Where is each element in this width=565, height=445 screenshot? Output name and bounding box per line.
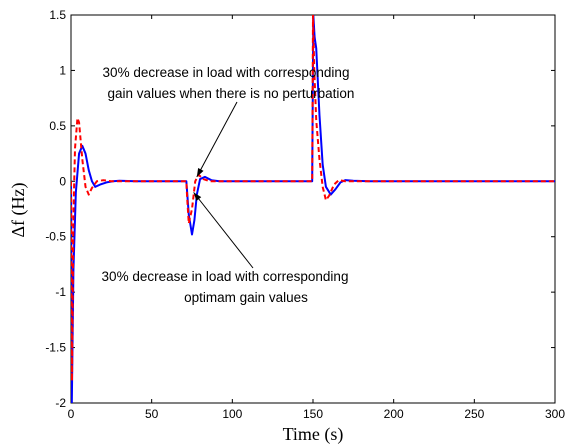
x-tick-label: 300 bbox=[545, 407, 565, 421]
x-tick-label: 0 bbox=[68, 407, 75, 421]
y-tick-label: 0 bbox=[59, 174, 66, 188]
series-line-2 bbox=[71, 15, 555, 382]
y-tick-label: 1.5 bbox=[49, 8, 66, 22]
x-tick-label: 200 bbox=[384, 407, 404, 421]
x-axis-label: Time (s) bbox=[283, 424, 344, 445]
annotation-2-line-2: optimam gain values bbox=[184, 290, 308, 305]
y-tick-label: -1 bbox=[55, 285, 66, 299]
x-tick-label: 250 bbox=[464, 407, 484, 421]
x-tick-label: 50 bbox=[145, 407, 159, 421]
annotation-1-line-1: 30% decrease in load with corresponding bbox=[103, 65, 350, 80]
series-lines bbox=[71, 15, 555, 403]
annotation-1-arrow bbox=[196, 101, 238, 178]
y-tick-label: 0.5 bbox=[49, 119, 66, 133]
annotation-arrows bbox=[193, 101, 254, 269]
series-line-1 bbox=[71, 15, 555, 403]
annotation-2-line-1: 30% decrease in load with corresponding bbox=[102, 269, 349, 284]
annotation-2-arrow bbox=[193, 192, 254, 269]
y-tick-label: -0.5 bbox=[45, 230, 66, 244]
y-tick-label: 1 bbox=[59, 63, 66, 77]
x-tick-label: 100 bbox=[222, 407, 242, 421]
y-tick-label: -1.5 bbox=[45, 341, 66, 355]
axis-ticks: 0 50 100 150 200 250 300 -2 -1.5 -1 -0.5 0 0.5 1 1.5 bbox=[45, 8, 565, 421]
annotation-1-line-2: gain values when there is no perturbatio… bbox=[108, 86, 355, 101]
x-tick-label: 150 bbox=[303, 407, 323, 421]
annotation-2-arrow-head bbox=[193, 192, 202, 201]
y-axis-label: Δf (Hz) bbox=[8, 182, 29, 237]
y-tick-label: -2 bbox=[55, 396, 66, 410]
annotation-1-arrow-head bbox=[196, 167, 204, 177]
